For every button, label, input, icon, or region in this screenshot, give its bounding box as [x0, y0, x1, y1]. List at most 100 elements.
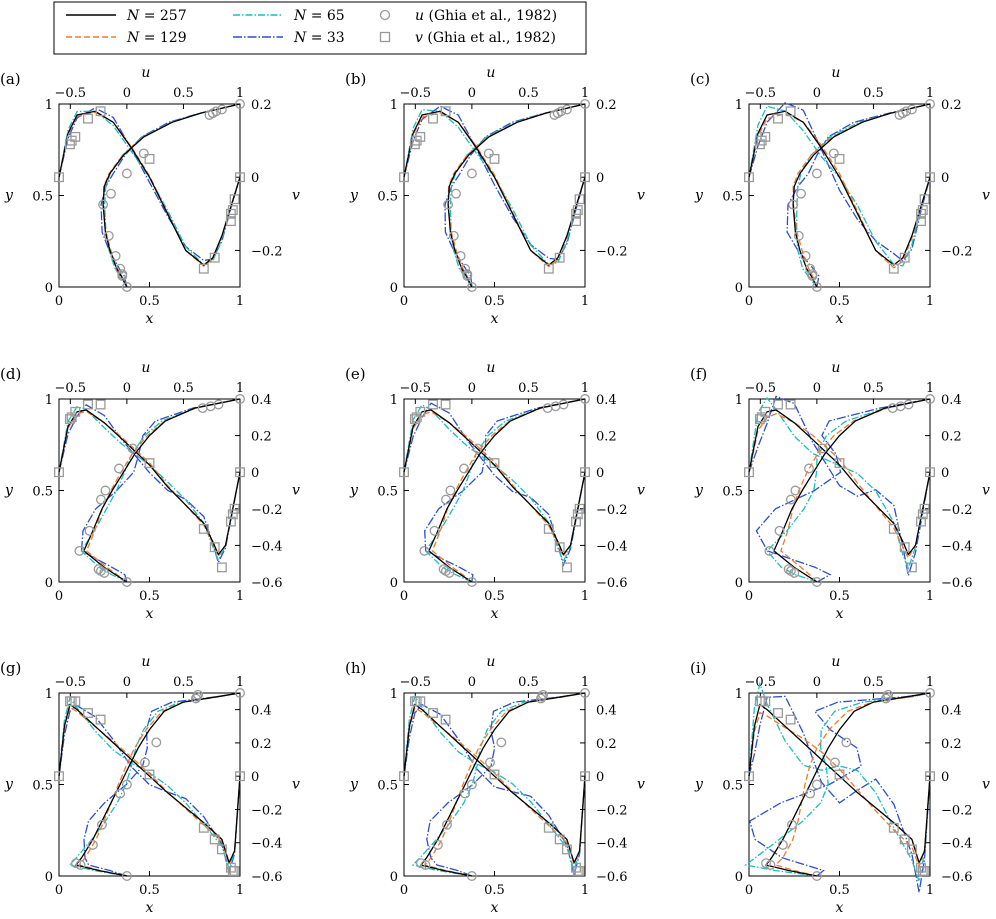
panel-f: (f) 0 0.5 1 x 0 0.5 1 y −0.5 0 0.5 1 u 0.4 0.2 0 −0.2 −0.4… [690, 360, 990, 622]
x-tick-label: 0.5 [829, 883, 850, 898]
x-tick-label: 0.5 [139, 589, 160, 604]
panel-h: (h) 0 0.5 1 x 0 0.5 1 y −0.5 0 0.5 1 u 0.4 0.2 0 −0.2 −0.4… [345, 654, 645, 916]
u-tick-label: 0 [468, 675, 476, 690]
series-u-N257 [773, 398, 931, 583]
v-tick-label: −0.4 [596, 837, 628, 852]
ghia-u-point [800, 250, 811, 261]
ghia-u-point [451, 188, 461, 199]
reference-markers [399, 688, 590, 881]
ghia-u-point [432, 839, 443, 850]
ghia-u-point [561, 104, 572, 115]
v-tick-label: 0.2 [251, 98, 272, 113]
v-tick-label: 0.2 [941, 430, 962, 445]
u-tick-label: 0.5 [173, 675, 194, 690]
ghia-v-point [144, 153, 155, 164]
ghia-u-point [537, 691, 547, 702]
series-v-N33 [748, 102, 931, 262]
legend-entry-4: u (Ghia et al., 1982) [379, 8, 557, 24]
y-tick-label: 0 [390, 576, 398, 591]
u-tick-label: 0.5 [863, 381, 884, 396]
ghia-u-point [811, 779, 822, 790]
x-axis-label: x [836, 900, 844, 916]
series-u-N33 [755, 398, 931, 583]
ghia-u-point [787, 819, 797, 830]
ghia-u-point [74, 545, 85, 556]
ghia-v-point [899, 542, 910, 553]
v-tick-label: 0.2 [941, 737, 962, 752]
series-u-N65 [68, 692, 241, 877]
v-tick-label: −0.6 [596, 576, 628, 591]
y-tick-label: 0.5 [32, 190, 53, 205]
ghia-u-point [87, 839, 98, 850]
y-tick-label: 0.5 [377, 190, 398, 205]
ghia-v-point [919, 866, 930, 876]
reference-markers [744, 99, 935, 292]
panel-a: (a) 0 0.5 1 x 0 0.5 1 y −0.5 0 0.5 1 u 0.2 0 −0.2 v [0, 65, 300, 327]
ghia-u-point [455, 250, 466, 261]
ghia-v-point [229, 866, 240, 876]
ghia-u-point [103, 230, 114, 241]
v-tick-label: 0.2 [251, 737, 272, 752]
y-axis-label: y [349, 483, 359, 499]
ghia-v-point [760, 131, 771, 142]
v-tick-label: −0.2 [251, 803, 283, 818]
panel-label: (h) [345, 659, 366, 677]
reference-markers [744, 394, 935, 587]
y-tick-label: 1 [735, 393, 743, 408]
y-axis-label: y [349, 188, 359, 204]
ghia-v-point [572, 205, 583, 216]
x-tick-label: 0.5 [829, 589, 850, 604]
ghia-v-point [198, 822, 209, 833]
v-tick-label: 0.4 [251, 704, 272, 719]
series-u-N129 [774, 692, 931, 877]
ghia-v-point [428, 113, 438, 124]
v-tick-label: −0.6 [941, 576, 973, 591]
y-tick-label: 1 [390, 687, 398, 702]
series-u-N129 [423, 692, 586, 877]
v-tick-label: 0.2 [596, 98, 617, 113]
y-tick-label: 1 [45, 687, 53, 702]
ghia-u-point [466, 779, 477, 790]
v-tick-label: −0.4 [596, 539, 628, 554]
u-tick-label: −0.5 [400, 675, 432, 690]
ghia-v-point [571, 862, 581, 873]
series-u-N65 [795, 103, 931, 288]
panel-e: (e) 0 0.5 1 x 0 0.5 1 y −0.5 0 0.5 1 u 0.4 0.2 0 −0.2 −0.4… [345, 360, 645, 622]
legend-marker-circle [379, 9, 391, 21]
v-axis-label: v [982, 777, 990, 793]
series-u-N33 [749, 692, 931, 877]
v-tick-label: −0.2 [941, 803, 973, 818]
ghia-v-point [899, 252, 910, 263]
ghia-v-point [70, 406, 81, 417]
ghia-u-point [925, 688, 935, 698]
v-axis-label: v [982, 188, 990, 204]
series-v-N65 [58, 405, 241, 562]
ghia-v-point [756, 412, 767, 423]
ghia-v-point [227, 205, 238, 216]
ghia-u-point [443, 199, 454, 210]
y-tick-label: 1 [735, 687, 743, 702]
ghia-v-point [561, 844, 572, 855]
u-tick-label: 0.5 [518, 86, 539, 101]
ghia-u-point [205, 401, 216, 412]
ghia-u-point [811, 168, 822, 179]
v-tick-label: 0 [941, 770, 949, 785]
v-tick-label: 0 [251, 171, 259, 186]
legend-box [53, 1, 587, 55]
ghia-v-point [235, 172, 245, 183]
u-tick-label: 0 [123, 381, 131, 396]
u-tick-label: 0 [813, 381, 821, 396]
reference-markers [744, 688, 935, 881]
v-tick-label: 0.2 [941, 98, 962, 113]
ghia-v-point [83, 708, 93, 718]
y-tick-label: 0 [45, 576, 53, 591]
series-u-N65 [411, 692, 586, 877]
ghia-v-point [144, 458, 155, 469]
ghia-u-point [84, 525, 95, 536]
ghia-u-point [190, 693, 201, 704]
x-tick-label: 1 [236, 589, 244, 604]
ghia-u-point [460, 263, 471, 274]
ghia-u-point [466, 577, 477, 587]
panel-g: (g) 0 0.5 1 x 0 0.5 1 y −0.5 0 0.5 1 u 0.4 0.2 0 −0.2 −0.4… [0, 654, 300, 916]
ghia-u-point [419, 545, 430, 556]
